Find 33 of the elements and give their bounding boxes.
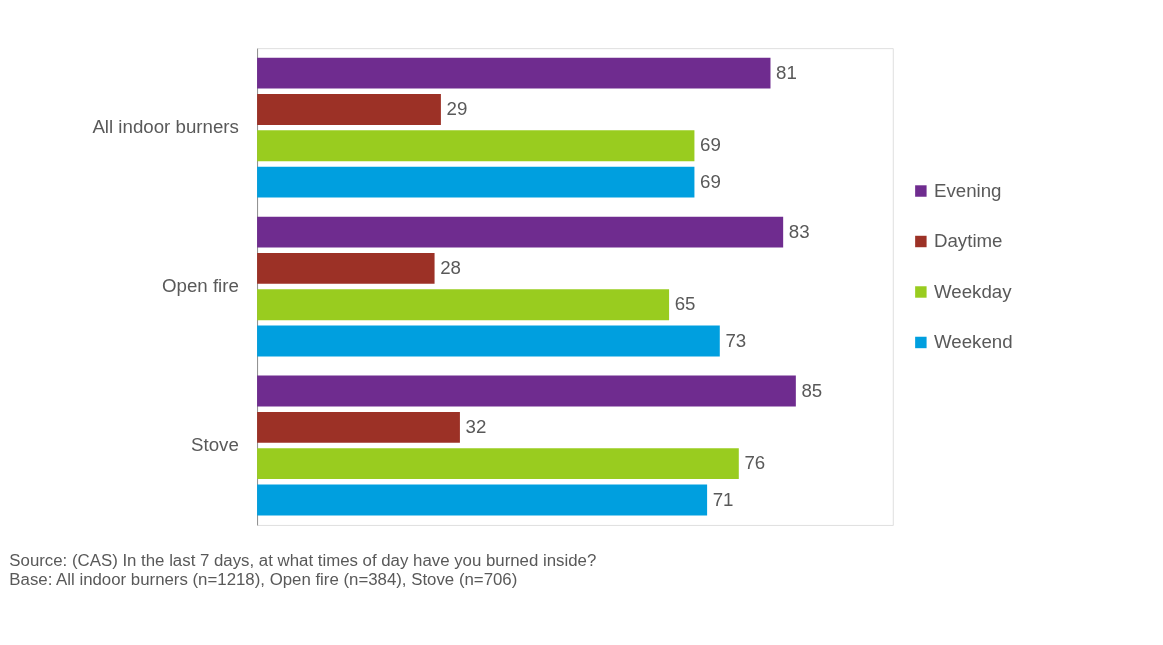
legend-label: Evening — [933, 179, 1002, 201]
bar — [257, 325, 720, 357]
bar — [257, 375, 796, 407]
data-label: 28 — [440, 257, 461, 279]
bar — [257, 166, 695, 198]
data-label: 69 — [700, 134, 721, 156]
bar — [257, 130, 695, 162]
data-label: 69 — [700, 170, 721, 192]
data-label: 76 — [744, 452, 766, 474]
data-label: 73 — [725, 329, 747, 351]
legend-label: Weekday — [933, 280, 1013, 302]
y-tick-label: All indoor burners — [92, 116, 239, 138]
bar — [257, 448, 739, 480]
legend-label: Daytime — [933, 230, 1003, 252]
data-label: 29 — [446, 98, 468, 120]
text: Base: All indoor burners (n=1218), Open fire (n=384), Stove (n=706) — [9, 569, 518, 589]
y-tick-label: Open fire — [161, 275, 239, 297]
data-label: 85 — [801, 379, 823, 401]
bar — [257, 484, 708, 516]
data-label: 81 — [776, 61, 797, 83]
y-tick-label: Stove — [191, 434, 239, 456]
source-note: Source: (CAS) In the last 7 days, at what times of day have you burned inside? — [9, 551, 597, 571]
data-label: 71 — [712, 488, 734, 510]
bar — [257, 411, 460, 443]
data-label: 32 — [465, 415, 487, 437]
data-label: 65 — [674, 293, 696, 315]
bar — [257, 252, 435, 284]
bar — [257, 94, 441, 125]
data-label: 83 — [788, 220, 810, 242]
bar — [257, 57, 771, 89]
bar — [257, 289, 670, 321]
bar — [257, 216, 784, 248]
legend-label: Weekend — [933, 331, 1013, 353]
